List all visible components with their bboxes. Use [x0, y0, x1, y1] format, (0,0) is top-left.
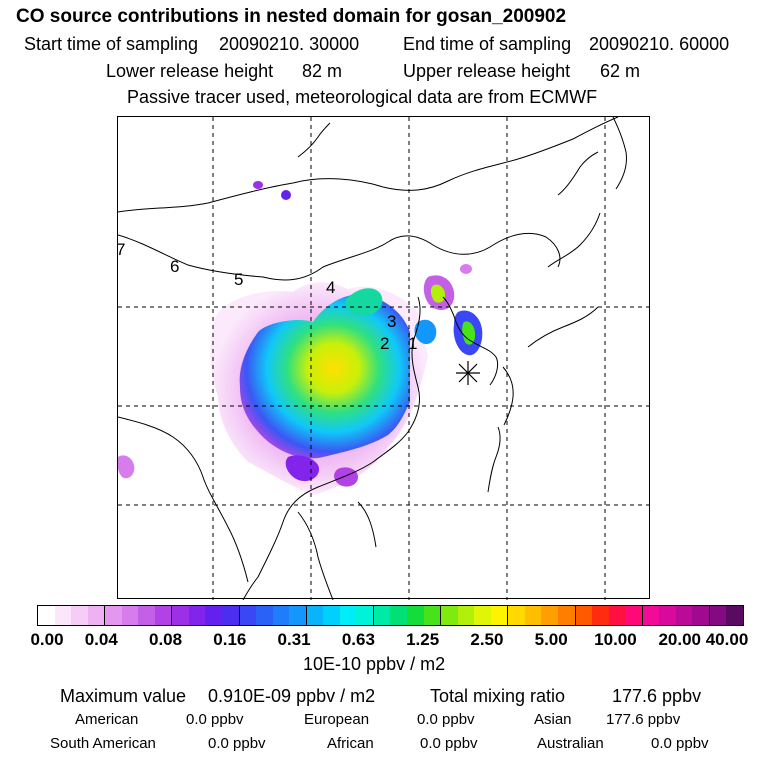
colorbar-cell — [641, 606, 660, 625]
plot-title: CO source contributions in nested domain… — [16, 6, 567, 27]
colorbar-cell — [339, 606, 357, 625]
colorbar-cell — [272, 606, 290, 625]
colorbar-cell — [104, 606, 122, 625]
colorbar-cell — [474, 606, 491, 625]
region-name-south-american: South American — [50, 735, 156, 752]
colorbar-tick-label: 0.08 — [148, 630, 183, 649]
colorbar-tick-label: 0.16 — [213, 630, 247, 649]
region-name-european: European — [304, 711, 370, 728]
source-label: 1 — [408, 334, 417, 353]
region-value-european: 0.0 ppbv — [417, 711, 475, 728]
start-time-value: 20090210. 30000 — [219, 34, 360, 54]
colorbar-cell — [675, 606, 693, 625]
colorbar-cell — [323, 606, 340, 625]
source-label: 3 — [387, 312, 396, 331]
colorbar-tick-label: 0.04 — [84, 630, 118, 649]
colorbar-cell — [188, 606, 206, 625]
region-value-australian: 0.0 ppbv — [651, 735, 709, 752]
asterisk-icon — [456, 361, 480, 385]
colorbar-cell — [171, 606, 189, 625]
source-label: 4 — [326, 278, 335, 297]
map-panel: 1 2 3 4 5 6 7 — [117, 116, 651, 600]
colorbar-cell — [574, 606, 593, 625]
colorbar-cell — [541, 606, 558, 625]
colorbar-cell — [608, 606, 626, 625]
start-time-label: Start time of sampling — [24, 34, 199, 54]
colorbar-tick-label: 0.63 — [341, 630, 375, 649]
colorbar-cell — [256, 606, 273, 625]
region-value-african: 0.0 ppbv — [420, 735, 478, 752]
colorbar-tick-label: 20.00 — [658, 630, 701, 649]
colorbar-tick-label: 5.00 — [534, 630, 568, 649]
total-mixing-label: Total mixing ratio — [430, 686, 566, 706]
colorbar-cell — [708, 606, 727, 625]
source-label: 7 — [118, 240, 125, 259]
lower-height-label: Lower release height — [106, 61, 274, 81]
colorbar-cell — [390, 606, 408, 625]
region-name-australian: Australian — [537, 735, 604, 752]
region-value-american: 0.0 ppbv — [186, 711, 244, 728]
colorbar-cell — [138, 606, 155, 625]
colorbar-cell — [407, 606, 424, 625]
colorbar-tick-label: 10.00 — [594, 630, 637, 649]
lower-height-value: 82 m — [302, 61, 343, 81]
map-canvas: 1 2 3 4 5 6 7 — [118, 117, 651, 600]
coastlines — [118, 117, 627, 600]
colorbar-tick-label: 0.31 — [277, 630, 311, 649]
region-value-south-american: 0.0 ppbv — [208, 735, 266, 752]
end-time-value: 20090210. 60000 — [589, 34, 730, 54]
colorbar-cell — [238, 606, 257, 625]
end-time-label: End time of sampling — [403, 34, 572, 54]
colorbar-cell — [356, 606, 373, 625]
colorbar-cell — [38, 606, 55, 625]
colorbar-cell — [490, 606, 508, 625]
colorbar-cell — [205, 606, 223, 625]
colorbar-cell — [507, 606, 525, 625]
colorbar-cell — [692, 606, 709, 625]
colorbar-cell — [524, 606, 542, 625]
region-value-asian: 177.6 ppbv — [606, 711, 681, 728]
colorbar-cell — [423, 606, 441, 625]
grid-lines — [118, 117, 651, 600]
colorbar-cell — [305, 606, 324, 625]
source-labels: 1 2 3 4 5 6 7 — [118, 240, 417, 353]
source-label: 5 — [234, 270, 243, 289]
colorbar-tick-label: 0.00 — [30, 630, 64, 649]
max-value: 0.910E-09 ppbv / m2 — [208, 686, 376, 706]
colorbar-cell — [372, 606, 391, 625]
source-label: 6 — [170, 257, 179, 276]
region-name-asian: Asian — [534, 711, 572, 728]
colorbar-cell — [54, 606, 72, 625]
colorbar-tick-label: 1.25 — [406, 630, 440, 649]
colorbar-cell — [557, 606, 575, 625]
colorbar-cell — [71, 606, 88, 625]
max-value-label: Maximum value — [60, 686, 187, 706]
colorbar-cell — [87, 606, 105, 625]
colorbar-cell — [592, 606, 609, 625]
upper-height-value: 62 m — [600, 61, 641, 81]
colorbar-cell — [154, 606, 172, 625]
colorbar-cell — [222, 606, 239, 625]
colorbar-cell — [121, 606, 139, 625]
region-name-american: American — [75, 711, 139, 728]
colorbar-tick-label: 40.00 — [705, 630, 749, 649]
tracer-note: Passive tracer used, meteorological data… — [127, 87, 598, 107]
colorbar-tick-label: 2.50 — [470, 630, 504, 649]
colorbar-unit: 10E-10 ppbv / m2 — [303, 654, 446, 674]
region-name-african: African — [327, 735, 374, 752]
source-label: 2 — [380, 334, 389, 353]
colorbar — [37, 605, 744, 626]
total-mixing-value: 177.6 ppbv — [612, 686, 702, 706]
colorbar-cell — [625, 606, 642, 625]
colorbar-cell — [289, 606, 306, 625]
colorbar-cell — [440, 606, 458, 625]
plume-main — [118, 181, 483, 487]
colorbar-cell — [726, 606, 743, 625]
upper-height-label: Upper release height — [403, 61, 571, 81]
colorbar-cell — [659, 606, 676, 625]
colorbar-cell — [457, 606, 475, 625]
